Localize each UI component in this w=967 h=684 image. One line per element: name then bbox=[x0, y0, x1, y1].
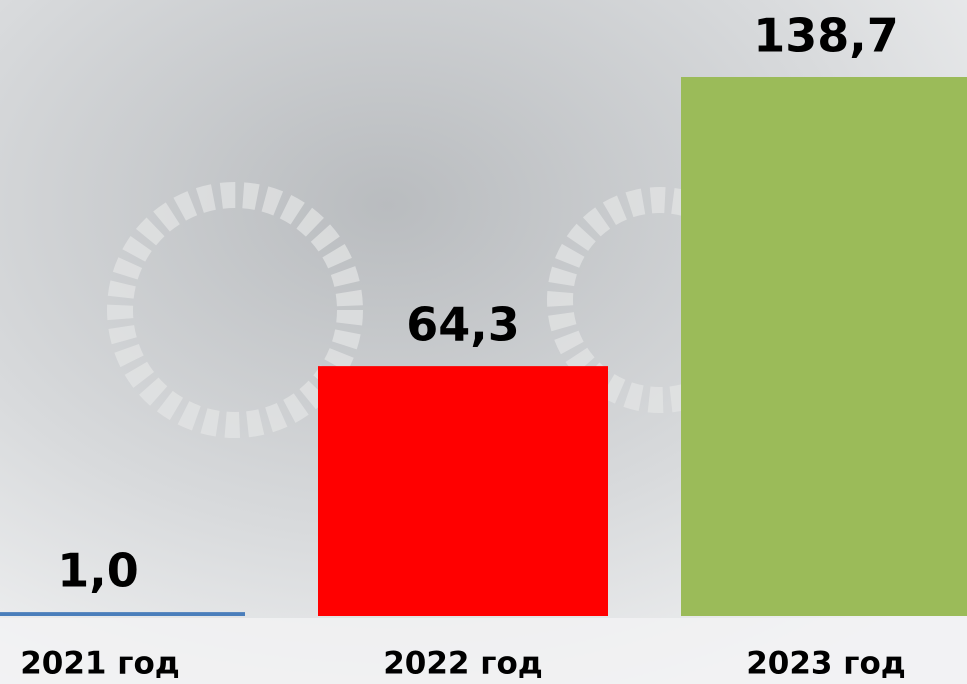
x-tick-label: 2023 год bbox=[746, 646, 906, 682]
bar bbox=[681, 77, 967, 616]
bar bbox=[0, 612, 245, 616]
page: 1,02021 год64,32022 год138,72023 год (()… bbox=[0, 0, 967, 684]
chart: 1,0 2021 год 64,3 2022 год 138,7 2023 год bbox=[0, 0, 967, 684]
x-tick-label: 2021 год bbox=[20, 646, 180, 682]
value-label: 138,7 bbox=[753, 9, 899, 63]
value-label: 64,3 bbox=[406, 298, 520, 352]
value-label: 1,0 bbox=[57, 544, 139, 598]
bar bbox=[318, 366, 608, 616]
x-tick-label: 2022 год bbox=[383, 646, 543, 682]
